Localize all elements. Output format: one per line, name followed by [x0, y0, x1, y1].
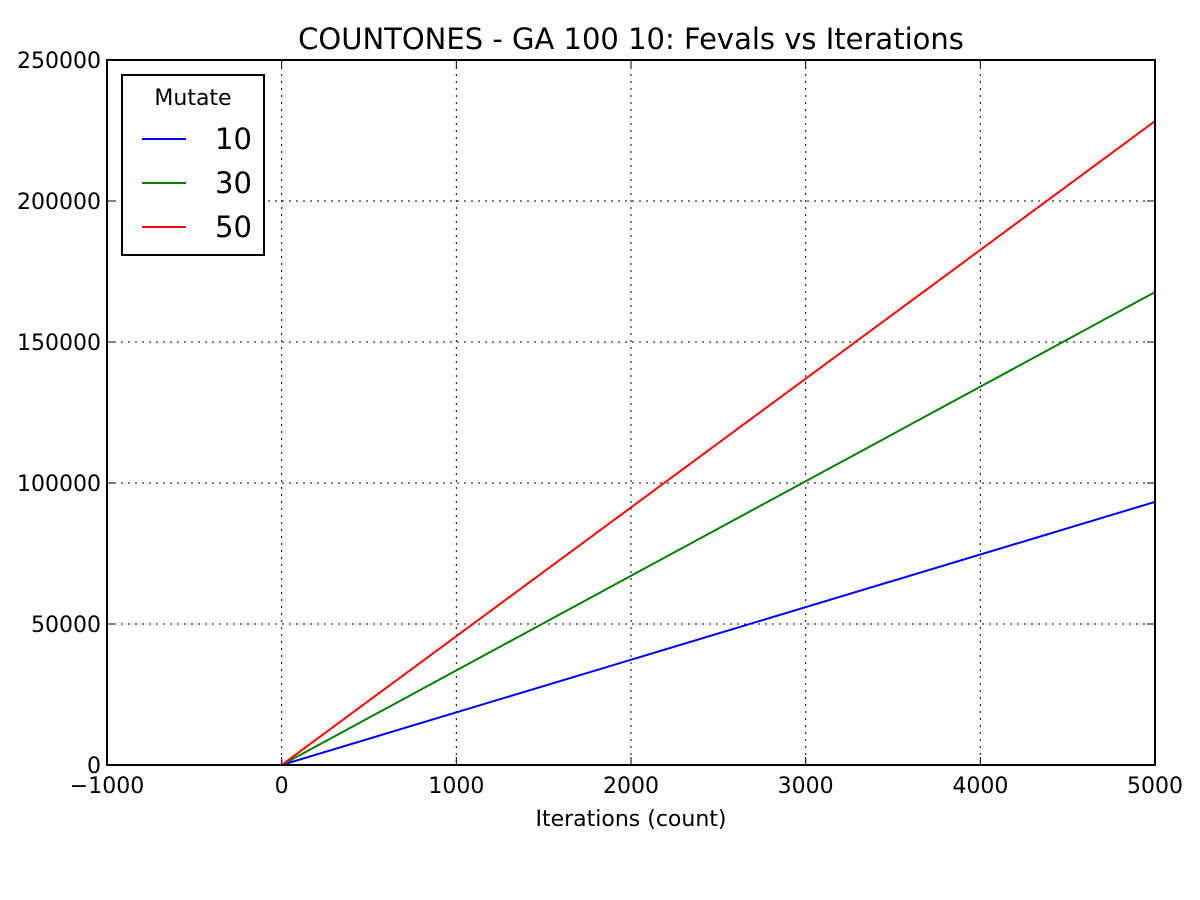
series-line-mutate-50: [281, 120, 1156, 766]
legend-label-10: 10: [215, 122, 252, 156]
y-tick-label: 0: [87, 754, 101, 779]
chart-title: COUNTONES - GA 100 10: Fevals vs Iterati…: [298, 22, 964, 56]
x-tick-label: 3000: [778, 774, 834, 799]
x-tick-label: 4000: [952, 774, 1008, 799]
x-tick-label: 0: [275, 774, 289, 799]
y-tick-label: 50000: [31, 613, 101, 638]
y-tick-label: 250000: [17, 49, 101, 74]
x-axis-label: Iterations (count): [535, 807, 726, 832]
series-line-mutate-30: [281, 291, 1156, 766]
series-line-mutate-10: [281, 500, 1156, 766]
legend-title: Mutate: [154, 86, 231, 111]
y-tick-label: 200000: [17, 190, 101, 215]
axis-ticks: −1000 0 1000 2000 3000 4000 500005000010000015…: [17, 49, 1183, 799]
y-tick-label: 150000: [17, 331, 101, 356]
x-tick-label: 1000: [428, 774, 484, 799]
x-tick-label: −1000: [70, 774, 144, 799]
x-tick-label: 5000: [1127, 774, 1183, 799]
legend-box: [121, 74, 265, 256]
legend-label-30: 30: [215, 166, 252, 200]
legend: Mutate 10 30 50: [121, 74, 265, 256]
y-tick-label: 100000: [17, 472, 101, 497]
series-lines: [281, 120, 1156, 766]
legend-label-50: 50: [215, 210, 252, 244]
x-tick-label: 2000: [603, 774, 659, 799]
